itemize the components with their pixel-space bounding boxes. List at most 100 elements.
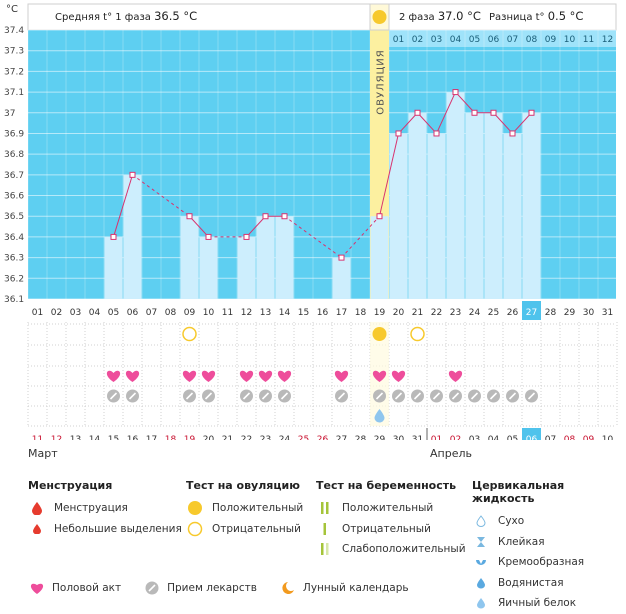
legend-dry-label: Сухо [498, 515, 525, 528]
temperature-bar [427, 133, 446, 299]
day-label: 06 [127, 308, 139, 318]
day-label: 30 [583, 308, 595, 318]
temperature-point [243, 233, 250, 240]
legend-cervical-title: Цервикальная жидкость [472, 479, 565, 505]
legend-item: Небольшие выделения [28, 519, 182, 540]
phase2-day-label: 05 [469, 35, 480, 45]
pill-icon-mark [394, 392, 403, 400]
legend-bottom: Половой акт Прием лекарств Лунный календ… [28, 580, 431, 596]
calendar-date: 06 [526, 435, 538, 440]
day-label: 03 [70, 308, 81, 318]
ovulation-test-positive-icon [372, 327, 387, 341]
day-label: 17 [336, 308, 347, 318]
day-label: 05 [108, 308, 119, 318]
day-label: 09 [184, 308, 196, 318]
day-label: 14 [279, 308, 291, 318]
heart-icon [277, 370, 292, 382]
circle-filled-icon [186, 500, 204, 516]
temperature-line-segment [189, 215, 209, 238]
day-label: 01 [32, 308, 43, 318]
ovulation-sun-icon [372, 10, 387, 24]
pill-icon-mark [204, 392, 213, 400]
day-label: 02 [51, 308, 62, 318]
temperature-point [376, 213, 383, 220]
creamy-icon [472, 554, 490, 570]
calendar-date: 31 [412, 435, 423, 440]
temperature-bar [408, 112, 427, 300]
legend-pregnancy-faint-label: Слабоположительный [342, 543, 466, 556]
y-tick-label: 37 [4, 109, 15, 119]
temperature-line-segment [493, 112, 513, 134]
pill-icon-mark [185, 392, 194, 400]
calendar-date: 18 [165, 435, 177, 440]
month-march: Март [28, 447, 58, 460]
phase2-day-label: 09 [545, 35, 557, 45]
phase2-day-label: 10 [564, 35, 576, 45]
header-bar [27, 3, 617, 31]
calendar-date: 11 [32, 435, 43, 440]
y-tick-label: 36.1 [4, 295, 24, 305]
day-label: 12 [241, 308, 252, 318]
temperature-point [262, 213, 269, 220]
calendar-date: 22 [241, 435, 252, 440]
y-tick-label: 36.7 [4, 171, 24, 181]
temperature-bar [237, 236, 256, 299]
legend-creamy-label: Кремообразная [498, 556, 585, 569]
pill-icon [143, 580, 161, 596]
y-tick-label: 36.9 [4, 129, 24, 139]
temperature-bar [332, 257, 351, 299]
day-label: 29 [564, 308, 576, 318]
legend-item: Лунный календарь [279, 580, 409, 596]
temperature-point [186, 213, 193, 220]
watery-icon [472, 575, 490, 591]
day-axis [28, 299, 616, 321]
heart-icon [239, 370, 254, 382]
pill-icon-mark [109, 392, 118, 400]
phase2-day-label: 12 [602, 35, 613, 45]
heart-icon [182, 370, 197, 382]
day-label: 27 [526, 308, 537, 318]
legend-ovulation-test: Тест на овуляцию Положительный Отрицател… [186, 479, 303, 539]
y-tick-label: 37.3 [4, 47, 24, 57]
bbt-chart: °C Средняя t° 1 фаза 36.5 °C 2 фаза 37.0 °… [4, 3, 618, 440]
temperature-point [471, 109, 478, 116]
legend-item: Менструация [28, 498, 182, 519]
temperature-bar [522, 112, 541, 300]
phase1-average: Средняя t° 1 фаза 36.5 °C [55, 9, 197, 23]
temperature-bar [503, 133, 522, 299]
calendar-date: 23 [260, 435, 271, 440]
temperature-point [452, 89, 459, 96]
day-label: 04 [89, 308, 101, 318]
pill-icon-mark [489, 392, 498, 400]
calendar-date: 25 [298, 435, 309, 440]
legend-item: Положительный [316, 498, 466, 519]
phase2-day-label: 06 [488, 35, 500, 45]
pill-icon-mark [527, 392, 536, 400]
one-line-icon [316, 521, 334, 537]
temperature-bar [256, 216, 275, 299]
phase2-average: 2 фаза 37.0 °C [399, 9, 481, 23]
pill-icon-mark [470, 392, 479, 400]
calendar-date: 03 [469, 435, 480, 440]
legend-spotting-label: Небольшие выделения [54, 522, 182, 535]
day-label: 26 [507, 308, 519, 318]
day-label: 08 [165, 308, 177, 318]
day-label: 23 [450, 308, 461, 318]
dry-icon [472, 513, 490, 529]
ovulation-test-negative-icon [182, 326, 197, 342]
calendar-date: 26 [317, 435, 329, 440]
day-label: 20 [393, 308, 405, 318]
calendar-date: 24 [279, 435, 291, 440]
circle-outline-icon [186, 521, 204, 537]
day-label: 15 [298, 308, 309, 318]
calendar-date: 13 [70, 435, 81, 440]
legend-cervical: Цервикальная жидкость Сухо Клейкая Кремо… [472, 479, 626, 614]
legend-item: Водянистая [472, 573, 626, 594]
y-tick-label: 36.4 [4, 233, 24, 243]
temperature-point [528, 109, 535, 116]
temperature-point [490, 109, 497, 116]
heart-icon [448, 370, 463, 382]
egg-white-icon [374, 409, 385, 423]
two-lines-icon [316, 500, 334, 516]
calendar-date: 09 [583, 435, 595, 440]
